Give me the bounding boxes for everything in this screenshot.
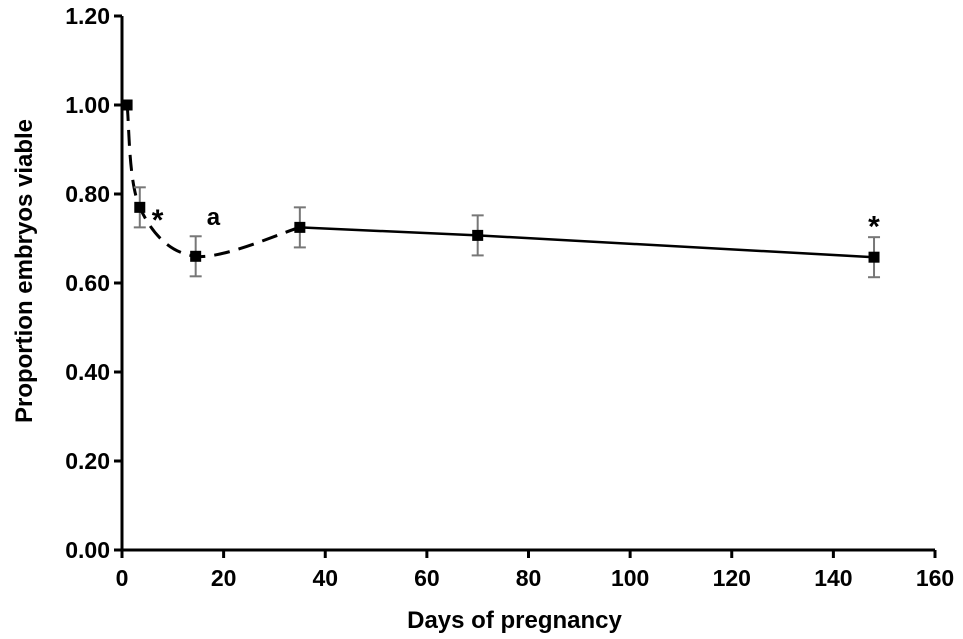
significance-asterisk: * (152, 204, 164, 237)
x-tick-label: 100 (611, 565, 649, 591)
x-tick-label: 40 (312, 565, 338, 591)
data-points (121, 99, 880, 263)
ticks: 0.00 0.20 0.40 0.60 0.80 1.00 1.20 0 20 40 60 80 100… (65, 3, 954, 591)
series-lines (125, 104, 875, 259)
data-point (472, 229, 484, 241)
annotations: * a * (152, 204, 880, 244)
data-point (190, 250, 202, 262)
y-tick-label: 0.60 (65, 270, 110, 296)
data-point (294, 221, 306, 233)
x-tick-label: 60 (414, 565, 440, 591)
y-tick-label: 0.00 (65, 537, 110, 563)
y-axis-title: Proportion embryos viable (11, 119, 38, 423)
significance-letter: a (207, 204, 221, 231)
y-tick-label: 1.20 (65, 3, 110, 29)
error-bars (133, 186, 881, 279)
x-tick-label: 120 (713, 565, 751, 591)
y-tick-label: 0.20 (65, 448, 110, 474)
solid-series-line (299, 226, 875, 259)
significance-asterisk: * (868, 210, 880, 243)
x-tick-label: 140 (814, 565, 852, 591)
axes (120, 16, 935, 552)
dashed-fitted-curve (125, 104, 301, 258)
x-tick-label: 0 (116, 565, 129, 591)
y-tick-label: 0.40 (65, 359, 110, 385)
x-axis-title: Days of pregnancy (407, 607, 622, 634)
x-tick-label: 80 (516, 565, 542, 591)
x-tick-label: 20 (211, 565, 237, 591)
data-point (121, 99, 133, 111)
data-point (868, 251, 880, 263)
data-point (134, 201, 146, 213)
y-tick-label: 1.00 (65, 92, 110, 118)
y-tick-label: 0.80 (65, 181, 110, 207)
x-tick-label: 160 (916, 565, 954, 591)
